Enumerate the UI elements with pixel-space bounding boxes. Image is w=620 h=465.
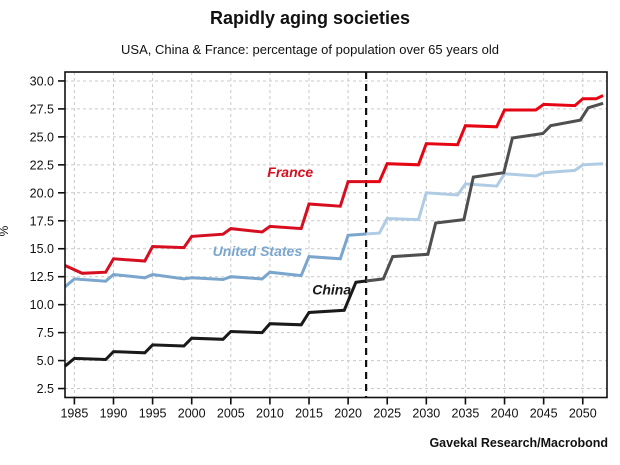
x-tick-label: 1990 <box>100 407 128 421</box>
series-line-united-states-history <box>64 232 367 288</box>
chart-title: Rapidly aging societies <box>209 8 411 28</box>
x-tick-label: 2005 <box>217 407 245 421</box>
y-tick-label: 12.5 <box>30 270 54 284</box>
series-label-france: France <box>267 164 313 180</box>
y-tick-label: 30.0 <box>30 74 54 88</box>
x-tick-label: 2025 <box>373 407 401 421</box>
series-label-china: China <box>312 282 351 298</box>
y-tick-label: 10.0 <box>30 298 54 312</box>
x-tick-label: 2050 <box>569 407 597 421</box>
x-tick-label: 2015 <box>295 407 323 421</box>
y-tick-label: 25.0 <box>30 130 54 144</box>
x-tick-label: 1985 <box>60 407 88 421</box>
y-tick-label: 15.0 <box>30 242 54 256</box>
y-tick-label: 7.5 <box>37 326 54 340</box>
y-tick-label: 2.5 <box>37 382 54 396</box>
series-line-china-forecast <box>365 101 604 283</box>
series-line-united-states-forecast <box>365 162 604 236</box>
y-tick-label: 27.5 <box>30 102 54 116</box>
x-tick-label: 2000 <box>178 407 206 421</box>
y-axis-label: % <box>0 211 11 251</box>
y-tick-label: 5.0 <box>37 354 54 368</box>
x-tick-label: 2035 <box>452 407 480 421</box>
y-tick-label: 20.0 <box>30 186 54 200</box>
plot-border <box>64 71 608 399</box>
y-tick-label: 17.5 <box>30 214 54 228</box>
source-attribution: Gavekal Research/Macrobond <box>429 436 608 450</box>
x-tick-label: 2020 <box>334 407 362 421</box>
series-label-united-states: United States <box>213 243 303 259</box>
x-tick-label: 2030 <box>412 407 440 421</box>
x-tick-label: 1995 <box>139 407 167 421</box>
x-tick-label: 2010 <box>256 407 284 421</box>
x-tick-label: 2040 <box>491 407 519 421</box>
series-line-france-history <box>64 180 367 275</box>
y-tick-label: 22.5 <box>30 158 54 172</box>
series-line-france-forecast <box>366 94 604 184</box>
series-line-china-history <box>64 279 367 368</box>
chart-subtitle: USA, China & France: percentage of popul… <box>121 42 499 57</box>
x-tick-label: 2045 <box>530 407 558 421</box>
